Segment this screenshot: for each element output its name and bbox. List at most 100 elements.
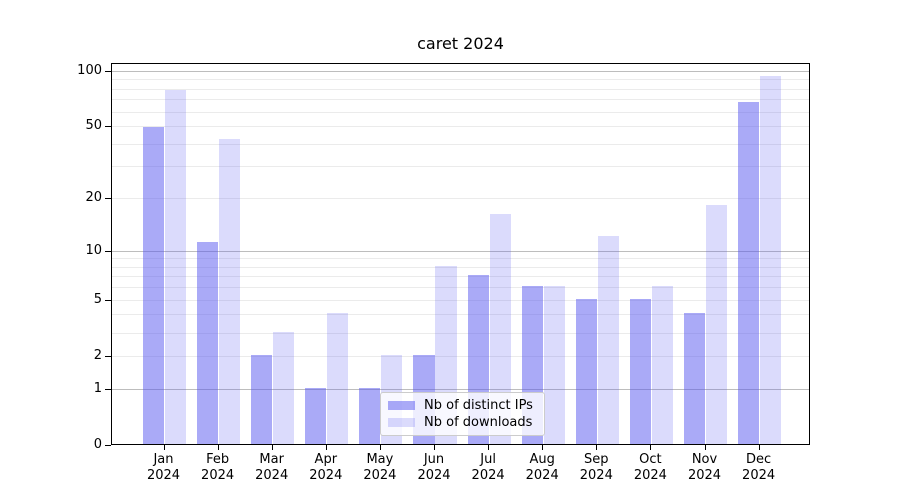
y-gridline-minor — [112, 126, 809, 128]
bar-distinct-ips — [197, 242, 219, 444]
bar-downloads — [489, 214, 511, 444]
x-tick-mark — [488, 445, 490, 450]
x-tick-year: 2024 — [633, 468, 667, 483]
legend-item-distinct-ips: Nb of distinct IPs — [388, 398, 537, 413]
x-tick-year: 2024 — [363, 468, 397, 483]
x-tick-year: 2024 — [417, 468, 451, 483]
x-tick-mark — [434, 445, 435, 450]
y-gridline-minor — [112, 88, 809, 90]
x-tick-month: Sep — [584, 452, 609, 467]
bar-downloads — [327, 313, 349, 444]
x-tick-year: 2024 — [146, 468, 181, 483]
x-tick-label: Apr 2024 — [294, 452, 358, 484]
y-gridline-minor — [112, 79, 809, 81]
chart-title: caret 2024 — [417, 34, 504, 53]
x-tick-month: May — [366, 452, 394, 467]
x-tick-year: 2024 — [687, 468, 722, 483]
x-tick-label: Aug 2024 — [510, 452, 574, 484]
x-tick-month: Jan — [153, 452, 174, 467]
x-tick-month: Mar — [259, 452, 284, 467]
x-tick-month: Apr — [314, 452, 338, 467]
x-tick-month: Dec — [746, 452, 772, 467]
y-tick-mark — [105, 445, 111, 446]
y-tick-label: 50 — [85, 118, 102, 134]
x-tick-year: 2024 — [579, 468, 613, 483]
y-gridline-major — [112, 70, 809, 72]
bar-distinct-ips — [738, 101, 760, 444]
x-tick-label: Jul 2024 — [456, 452, 520, 484]
y-gridline-minor — [112, 332, 809, 334]
y-tick-label: 10 — [85, 242, 102, 258]
x-tick-mark — [163, 445, 165, 450]
x-tick-mark — [271, 445, 273, 450]
x-tick-mark — [596, 445, 598, 450]
y-gridline-major — [112, 388, 809, 390]
x-tick-label: Nov 2024 — [673, 452, 737, 484]
y-tick-label: 0 — [93, 437, 102, 452]
x-tick-mark — [650, 445, 652, 450]
x-tick-label: Sep 2024 — [564, 452, 628, 484]
y-gridline-minor — [112, 287, 809, 289]
y-tick-mark — [105, 126, 111, 128]
bar-distinct-ips — [629, 298, 651, 444]
bar-downloads — [273, 331, 295, 444]
x-tick-year: 2024 — [201, 468, 235, 483]
legend: Nb of distinct IPs Nb of downloads — [380, 392, 545, 436]
x-tick-year: 2024 — [525, 468, 559, 483]
y-gridline-minor — [112, 276, 809, 278]
x-tick-year: 2024 — [309, 468, 343, 483]
y-tick-label: 100 — [77, 62, 102, 78]
x-tick-label: Dec 2024 — [727, 452, 791, 484]
x-tick-month: Nov — [691, 452, 718, 467]
bar-distinct-ips — [575, 298, 597, 444]
plot-area — [111, 63, 810, 445]
x-tick-mark — [325, 445, 327, 450]
bar-downloads — [651, 286, 673, 444]
x-tick-mark — [379, 445, 381, 450]
x-tick-label: Feb 2024 — [186, 452, 250, 484]
y-tick-label: 5 — [93, 291, 102, 307]
y-gridline-minor — [112, 111, 809, 113]
bar-distinct-ips — [359, 387, 381, 444]
y-tick-label: 2 — [93, 347, 102, 363]
y-tick-mark — [105, 388, 111, 390]
x-tick-label: Mar 2024 — [240, 452, 304, 484]
x-tick-mark — [217, 445, 219, 450]
x-tick-month: Oct — [639, 452, 662, 467]
bar-downloads — [543, 286, 565, 444]
y-gridline-minor — [112, 166, 809, 168]
legend-label-downloads: Nb of downloads — [424, 415, 533, 430]
x-tick-month: Feb — [206, 452, 230, 467]
legend-item-downloads: Nb of downloads — [388, 415, 537, 430]
x-tick-label: May 2024 — [348, 452, 412, 484]
bar-distinct-ips — [683, 313, 706, 444]
y-tick-label: 1 — [93, 380, 102, 396]
bar-downloads — [705, 205, 728, 444]
bar-distinct-ips — [142, 126, 165, 444]
y-tick-mark — [105, 355, 111, 357]
y-gridline-minor — [112, 314, 809, 316]
bar-downloads — [597, 235, 619, 444]
legend-swatch-distinct-ips-icon — [388, 401, 415, 410]
y-gridline-minor — [112, 355, 809, 357]
x-tick-year: 2024 — [742, 468, 776, 483]
y-tick-label: 20 — [85, 190, 102, 206]
y-gridline-minor — [112, 258, 809, 260]
x-tick-mark — [704, 445, 706, 450]
legend-label-distinct-ips: Nb of distinct IPs — [424, 398, 533, 413]
x-tick-year: 2024 — [471, 468, 505, 483]
x-tick-label: Jan 2024 — [132, 452, 196, 484]
legend-swatch-downloads-icon — [388, 418, 415, 427]
y-gridline-minor — [112, 99, 809, 101]
x-tick-mark — [758, 445, 760, 450]
y-tick-mark — [105, 198, 111, 200]
y-gridline-major — [112, 250, 809, 252]
x-tick-year: 2024 — [255, 468, 289, 483]
y-gridline-minor — [112, 299, 809, 301]
bar-distinct-ips — [305, 387, 327, 444]
x-tick-month: Jun — [423, 452, 445, 467]
y-tick-mark — [105, 70, 111, 72]
y-gridline-minor — [112, 266, 809, 268]
bar-downloads — [760, 76, 782, 444]
